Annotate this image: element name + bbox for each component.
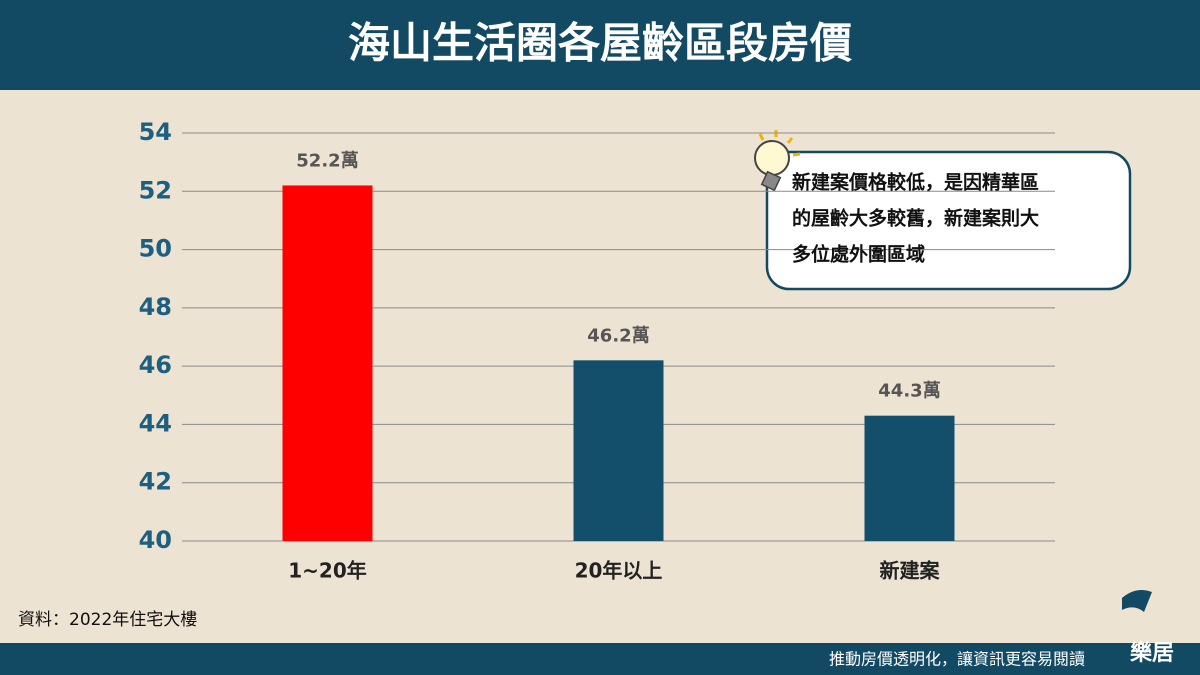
logo-icon [1122,590,1152,612]
lightbulb-icon [754,130,801,192]
x-tick-label: 20年以上 [575,559,663,583]
x-tick-label: 新建案 [880,559,941,583]
footer-tagline: 推動房價透明化，讓資訊更容易閱讀 [829,650,1085,669]
footer-band [0,643,1200,675]
x-tick-label: 1~20年 [288,559,367,583]
callout-text: 多位處外圍區域 [792,243,925,266]
value-label: 44.3萬 [878,381,940,402]
chart-title: 海山生活圈各屋齡區段房價 [348,19,852,68]
bar [864,415,955,541]
header-band [0,0,1200,90]
y-tick-label: 42 [139,468,172,496]
value-label: 46.2萬 [587,325,649,346]
y-tick-label: 54 [139,118,172,146]
bar [282,185,373,541]
y-tick-label: 46 [139,351,172,379]
y-tick-label: 44 [139,409,172,437]
callout-box [765,150,1132,291]
y-tick-label: 52 [139,176,172,204]
y-tick-label: 48 [139,293,172,321]
source: 資料：2022年住宅大樓 [18,610,197,630]
value-label: 52.2萬 [296,150,358,171]
y-tick-label: 50 [139,235,172,263]
logo-text: 樂居 [1130,640,1174,666]
bar [573,360,664,541]
callout-text: 的屋齡大多較舊，新建案則大 [792,207,1039,230]
y-tick-label: 40 [139,526,172,554]
callout-text: 新建案價格較低，是因精華區 [792,171,1039,194]
